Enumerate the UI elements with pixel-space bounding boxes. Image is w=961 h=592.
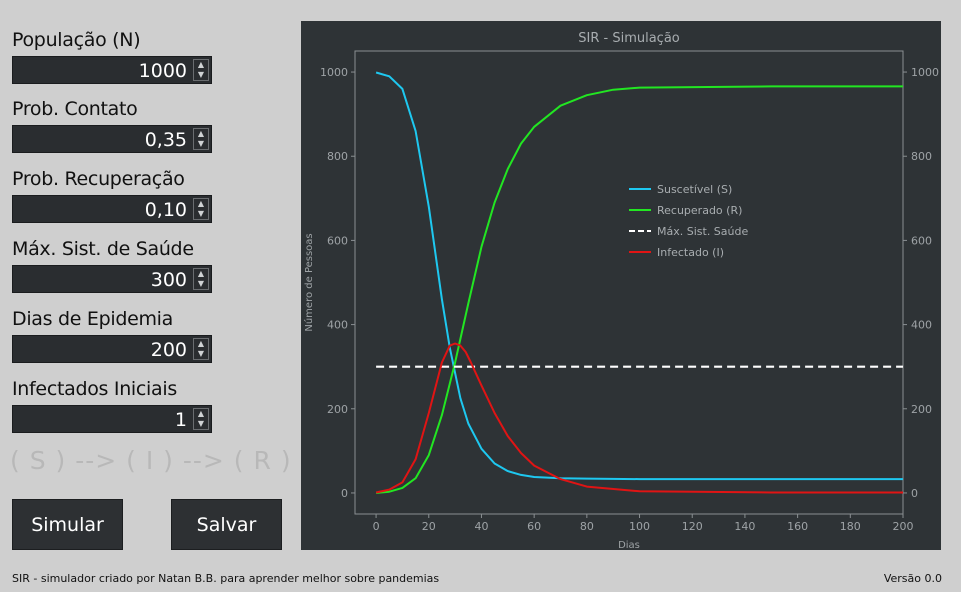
contact-prob-spinbox[interactable]: 0,35 ▲ ▼ — [12, 125, 212, 153]
y-tick-label-left: 600 — [327, 234, 348, 247]
footer-credit: SIR - simulador criado por Natan B.B. pa… — [12, 572, 440, 585]
y-tick-label-right: 200 — [911, 403, 932, 416]
y-axis-label: Número de Pessoas — [303, 233, 315, 331]
y-tick-label-right: 1000 — [911, 66, 939, 79]
field-label-recovery-prob: Prob. Recuperação — [12, 168, 185, 190]
series-line-0 — [375, 71, 903, 481]
population-spinbox[interactable]: 1000 ▲ ▼ — [12, 56, 212, 84]
population-stepper[interactable]: ▲ ▼ — [193, 59, 209, 81]
x-tick-label: 60 — [527, 520, 541, 533]
field-label-contact-prob: Prob. Contato — [12, 98, 138, 120]
y-tick-label-right: 800 — [911, 150, 932, 163]
x-axis-label: Dias — [618, 540, 640, 550]
x-tick-label: 40 — [474, 520, 488, 533]
stepper-up-icon[interactable]: ▲ — [197, 269, 205, 278]
contact-prob-value: 0,35 — [144, 129, 187, 151]
contact-prob-stepper[interactable]: ▲ ▼ — [193, 128, 209, 150]
stepper-up-icon[interactable]: ▲ — [197, 60, 205, 69]
stepper-down-icon[interactable]: ▼ — [197, 70, 205, 79]
y-tick-label-left: 400 — [327, 319, 348, 332]
x-tick-label: 160 — [787, 520, 808, 533]
max-health-stepper[interactable]: ▲ ▼ — [193, 268, 209, 290]
save-button[interactable]: Salvar — [171, 499, 282, 550]
plot-frame — [354, 50, 904, 515]
x-tick-label: 80 — [580, 520, 594, 533]
x-tick-label: 200 — [893, 520, 914, 533]
legend-label-2: Máx. Sist. Saúde — [657, 225, 748, 238]
recovery-prob-spinbox[interactable]: 0,10 ▲ ▼ — [12, 195, 212, 223]
series-line-3 — [375, 342, 903, 494]
y-tick-label-right: 600 — [911, 234, 932, 247]
y-tick-label-left: 800 — [327, 150, 348, 163]
x-tick-label: 180 — [840, 520, 861, 533]
recovery-prob-stepper[interactable]: ▲ ▼ — [193, 198, 209, 220]
max-health-spinbox[interactable]: 300 ▲ ▼ — [12, 265, 212, 293]
epidemic-days-value: 200 — [150, 339, 187, 361]
epidemic-days-spinbox[interactable]: 200 ▲ ▼ — [12, 335, 212, 363]
legend-label-3: Infectado (I) — [657, 246, 724, 259]
y-tick-label-left: 0 — [341, 487, 348, 500]
stepper-down-icon[interactable]: ▼ — [197, 419, 205, 428]
stepper-down-icon[interactable]: ▼ — [197, 209, 205, 218]
initial-infected-spinbox[interactable]: 1 ▲ ▼ — [12, 405, 212, 433]
version-label: Versão 0.0 — [883, 572, 942, 585]
series-line-1 — [376, 85, 903, 494]
y-tick-label-left: 200 — [327, 403, 348, 416]
epidemic-days-stepper[interactable]: ▲ ▼ — [193, 338, 209, 360]
stepper-down-icon[interactable]: ▼ — [197, 279, 205, 288]
stepper-down-icon[interactable]: ▼ — [197, 349, 205, 358]
stepper-up-icon[interactable]: ▲ — [197, 199, 205, 208]
population-value: 1000 — [138, 60, 187, 82]
x-tick-label: 100 — [629, 520, 650, 533]
y-tick-label-left: 1000 — [320, 66, 348, 79]
y-tick-label-right: 400 — [911, 319, 932, 332]
stepper-down-icon[interactable]: ▼ — [197, 139, 205, 148]
simulate-button[interactable]: Simular — [12, 499, 123, 550]
initial-infected-value: 1 — [174, 409, 187, 431]
max-health-value: 300 — [150, 269, 187, 291]
field-label-population: População (N) — [12, 29, 141, 51]
stepper-up-icon[interactable]: ▲ — [197, 409, 205, 418]
x-tick-label: 0 — [373, 520, 380, 533]
legend-label-0: Suscetível (S) — [657, 183, 732, 196]
field-label-epidemic-days: Dias de Epidemia — [12, 308, 174, 330]
stepper-up-icon[interactable]: ▲ — [197, 129, 205, 138]
recovery-prob-value: 0,10 — [144, 199, 187, 221]
stepper-up-icon[interactable]: ▲ — [197, 339, 205, 348]
x-tick-label: 120 — [682, 520, 703, 533]
sir-flow-text: ( S ) --> ( I ) --> ( R ) — [10, 446, 292, 475]
x-tick-label: 140 — [734, 520, 755, 533]
y-tick-label-right: 0 — [911, 487, 918, 500]
legend-label-1: Recuperado (R) — [657, 204, 742, 217]
field-label-initial-infected: Infectados Iniciais — [12, 378, 177, 400]
field-label-max-health: Máx. Sist. de Saúde — [12, 238, 194, 260]
chart-title: SIR - Simulação — [578, 31, 680, 46]
initial-infected-stepper[interactable]: ▲ ▼ — [193, 408, 209, 430]
sir-chart-panel: SIR - Simulação 0 20 40 60 80 100 120 140 160 180 2… — [301, 21, 941, 550]
x-tick-label: 20 — [422, 520, 436, 533]
sir-chart: SIR - Simulação 0 20 40 60 80 100 120 140 160 180 2… — [303, 31, 939, 550]
